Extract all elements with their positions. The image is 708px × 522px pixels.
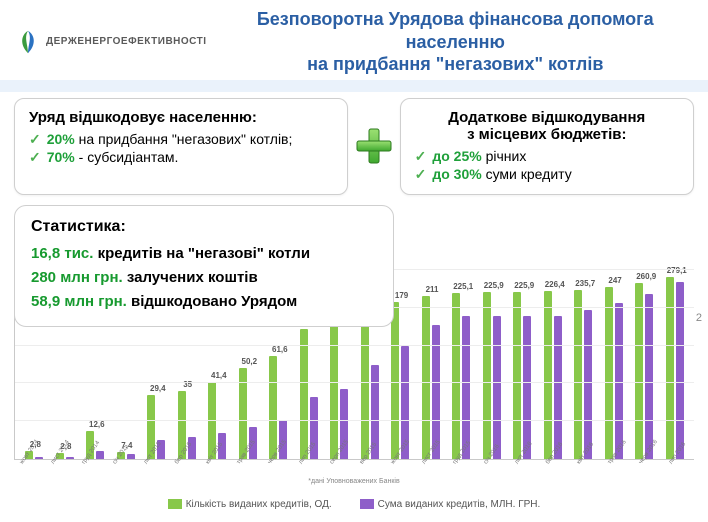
bar-count	[483, 292, 491, 459]
bar-sum	[554, 316, 562, 459]
bar-group: 235,7	[574, 290, 592, 459]
bar-value-label: 29,4	[150, 384, 166, 393]
bar-value-label: 225,9	[514, 281, 534, 290]
stat-line: 16,8 тис. кредитів на "негазові" котли	[31, 242, 377, 266]
local-budget-panel: Додаткове відшкодування з місцевих бюдже…	[400, 98, 694, 196]
chart-legend: Кількість виданих кредитів, ОД. Сума вид…	[14, 499, 694, 510]
stats-heading: Статистика:	[31, 218, 377, 236]
bar-group: 279,1	[666, 277, 684, 459]
checkmark-icon: ✓	[29, 130, 41, 149]
bar-count	[422, 296, 430, 459]
gov-reimbursement-panel: Уряд відшкодовує населенню: ✓20% на прид…	[14, 98, 348, 196]
legend-item-sum: Сума виданих кредитів, МЛН. ГРН.	[360, 499, 541, 510]
bar-group: 260,9	[635, 283, 653, 459]
bar-group: 225,9	[513, 292, 531, 459]
checkmark-icon: ✓	[415, 147, 427, 166]
bar-group: 149	[361, 308, 379, 459]
bar-value-label: 211	[426, 285, 439, 294]
bar-value-label: 225,1	[453, 282, 473, 291]
header-accent-bar	[0, 80, 708, 92]
chart-source-note: *дані Уповноважених Банків	[14, 478, 694, 485]
bar-value-label: 50,2	[242, 357, 258, 366]
bar-count	[300, 329, 308, 459]
bar-count	[269, 356, 277, 459]
bar-count	[635, 283, 643, 459]
stat-line: 58,9 млн грн. відшкодовано Урядом	[31, 290, 377, 314]
bar-group: 225,1	[452, 293, 470, 459]
top-panels-row: Уряд відшкодовує населенню: ✓20% на прид…	[0, 92, 708, 196]
bar-value-label: 260,9	[636, 272, 656, 281]
checkmark-icon: ✓	[29, 148, 41, 167]
bar-sum	[584, 310, 592, 459]
agency-name: ДЕРЖЕНЕРГОЕФЕКТИВНОСТІ	[46, 36, 207, 47]
bar-count	[574, 290, 582, 459]
stat-line: 280 млн грн. залучених коштів	[31, 266, 377, 290]
bar-sum	[523, 316, 531, 459]
panel-heading: Додаткове відшкодування з місцевих бюдже…	[415, 109, 679, 143]
bar-value-label: 247	[608, 276, 621, 285]
header-bar: ДЕРЖЕНЕРГОЕФЕКТИВНОСТІ Безповоротна Уряд…	[0, 0, 708, 80]
bar-group: 179	[391, 302, 409, 459]
bar-group: 98,1	[300, 329, 318, 459]
check-line: ✓70% - субсидіантам.	[29, 148, 333, 167]
bar-sum	[645, 294, 653, 459]
bar-sum	[493, 316, 501, 459]
bar-count	[452, 293, 460, 459]
checkmark-icon: ✓	[415, 165, 427, 184]
check-line: ✓20% на придбання "негазових" котлів;	[29, 130, 333, 149]
bar-value-label: 61,6	[272, 345, 288, 354]
bar-count	[391, 302, 399, 459]
bar-sum	[462, 316, 470, 459]
page-title: Безповоротна Урядова фінансова допомога …	[217, 8, 694, 76]
bar-count	[330, 315, 338, 459]
check-line: ✓до 30% суми кредиту	[415, 165, 679, 184]
plus-icon	[354, 98, 394, 196]
bar-group: 225,9	[483, 292, 501, 459]
bar-group: 211	[422, 296, 440, 459]
statistics-panel: Статистика: 16,8 тис. кредитів на "негаз…	[14, 205, 394, 327]
bar-count	[605, 287, 613, 459]
check-line: ✓до 25% річних	[415, 147, 679, 166]
bar-count	[666, 277, 674, 459]
bar-count	[544, 291, 552, 459]
bar-value-label: 41,4	[211, 371, 227, 380]
bar-value-label: 279,1	[667, 266, 687, 275]
bar-sum	[615, 303, 623, 459]
leaf-logo-icon	[14, 28, 42, 56]
legend-item-count: Кількість виданих кредитів, ОД.	[168, 499, 332, 510]
bar-group: 110,2	[330, 315, 348, 459]
bar-count	[361, 308, 369, 459]
bar-value-label: 226,4	[545, 280, 565, 289]
bar-value-label: 12,6	[89, 420, 105, 429]
panel-heading: Уряд відшкодовує населенню:	[29, 109, 333, 126]
page-number: 2	[696, 312, 702, 324]
bar-group: 226,4	[544, 291, 562, 459]
bar-value-label: 225,9	[484, 281, 504, 290]
agency-logo: ДЕРЖЕНЕРГОЕФЕКТИВНОСТІ	[14, 28, 207, 56]
bar-value-label: 179	[395, 291, 408, 300]
bar-value-label: 235,7	[575, 279, 595, 288]
bar-count	[513, 292, 521, 459]
bar-sum	[676, 282, 684, 459]
bar-group: 247	[605, 287, 623, 459]
